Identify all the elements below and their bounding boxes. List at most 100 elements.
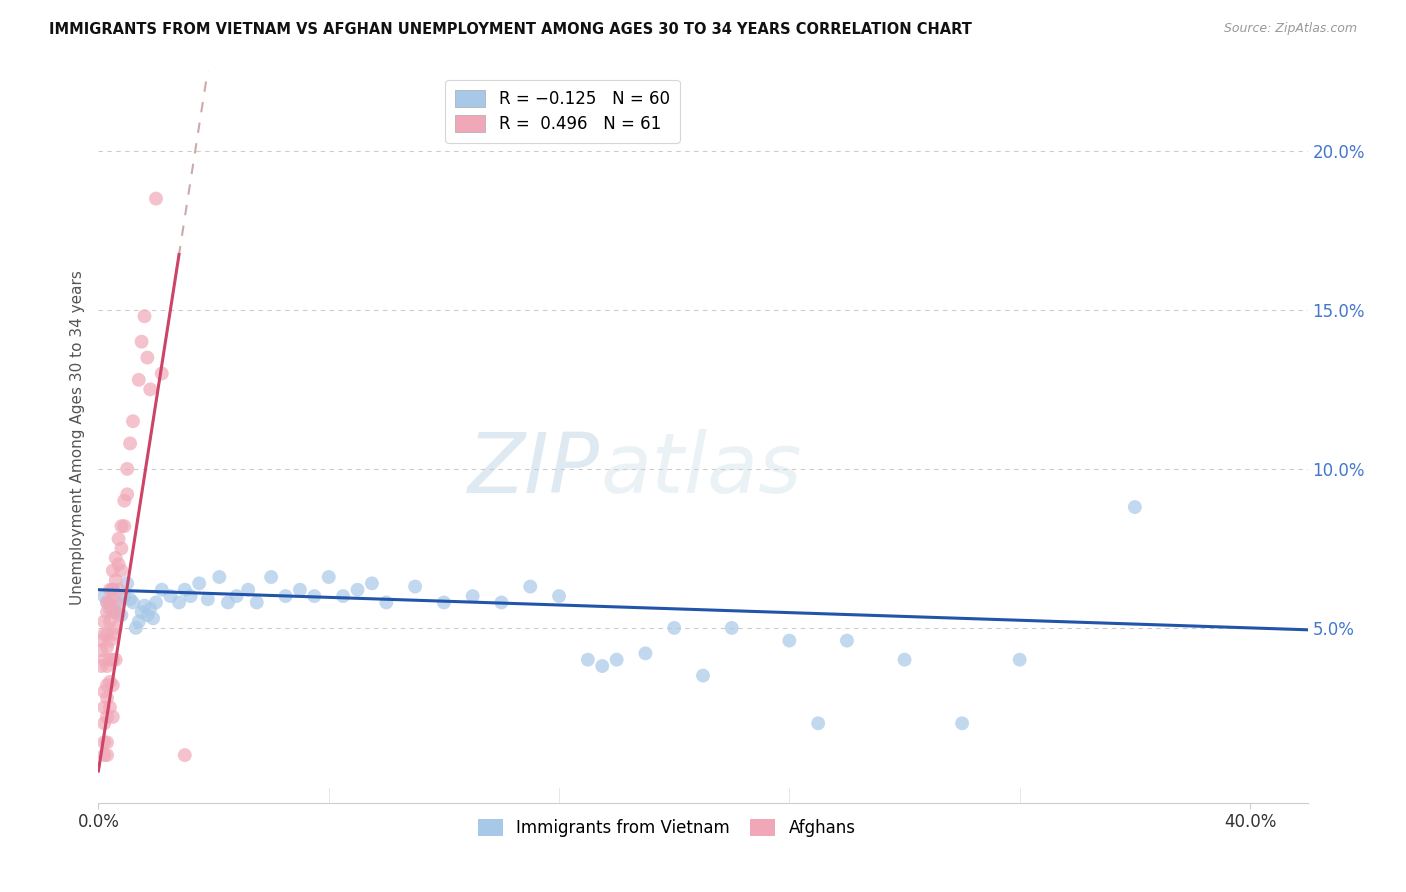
Point bbox=[115, 487, 138, 501]
Point bbox=[139, 602, 162, 616]
Point bbox=[150, 582, 173, 597]
Point bbox=[120, 436, 142, 450]
Point bbox=[288, 582, 311, 597]
Point bbox=[606, 653, 628, 667]
Point bbox=[197, 592, 219, 607]
Point bbox=[107, 608, 129, 623]
Text: Source: ZipAtlas.com: Source: ZipAtlas.com bbox=[1223, 22, 1357, 36]
Point bbox=[304, 589, 326, 603]
Point bbox=[835, 633, 858, 648]
Point bbox=[491, 595, 513, 609]
Point bbox=[375, 595, 398, 609]
Point bbox=[720, 621, 742, 635]
Point bbox=[236, 582, 259, 597]
Point bbox=[576, 653, 599, 667]
Point bbox=[104, 605, 127, 619]
Point bbox=[110, 608, 132, 623]
Point bbox=[96, 710, 118, 724]
Point bbox=[96, 595, 118, 609]
Point bbox=[548, 589, 571, 603]
Point bbox=[134, 599, 156, 613]
Point bbox=[128, 615, 150, 629]
Point bbox=[96, 690, 118, 705]
Point bbox=[93, 735, 115, 749]
Point bbox=[122, 595, 145, 609]
Point bbox=[346, 582, 368, 597]
Point bbox=[98, 633, 121, 648]
Text: IMMIGRANTS FROM VIETNAM VS AFGHAN UNEMPLOYMENT AMONG AGES 30 TO 34 YEARS CORRELA: IMMIGRANTS FROM VIETNAM VS AFGHAN UNEMPL… bbox=[49, 22, 972, 37]
Point bbox=[98, 700, 121, 714]
Point bbox=[104, 550, 127, 565]
Point bbox=[110, 564, 132, 578]
Point bbox=[104, 595, 127, 609]
Point bbox=[98, 602, 121, 616]
Point bbox=[208, 570, 231, 584]
Point bbox=[93, 716, 115, 731]
Point bbox=[159, 589, 181, 603]
Point bbox=[260, 570, 283, 584]
Text: atlas: atlas bbox=[600, 429, 801, 510]
Point bbox=[96, 595, 118, 609]
Point bbox=[112, 519, 135, 533]
Point bbox=[98, 675, 121, 690]
Point bbox=[93, 684, 115, 698]
Point bbox=[134, 310, 156, 324]
Point bbox=[93, 700, 115, 714]
Point bbox=[90, 643, 112, 657]
Point bbox=[188, 576, 211, 591]
Point bbox=[150, 367, 173, 381]
Point bbox=[180, 589, 202, 603]
Point bbox=[173, 748, 195, 763]
Point bbox=[90, 659, 112, 673]
Point bbox=[139, 383, 162, 397]
Point bbox=[107, 532, 129, 546]
Text: ZIP: ZIP bbox=[468, 429, 600, 510]
Point bbox=[93, 627, 115, 641]
Point bbox=[217, 595, 239, 609]
Point bbox=[115, 462, 138, 476]
Point bbox=[519, 580, 541, 594]
Point bbox=[173, 582, 195, 597]
Point bbox=[136, 608, 159, 623]
Point bbox=[110, 541, 132, 556]
Point bbox=[101, 678, 124, 692]
Point bbox=[101, 710, 124, 724]
Point bbox=[404, 580, 426, 594]
Point bbox=[332, 589, 354, 603]
Point bbox=[93, 615, 115, 629]
Point bbox=[96, 605, 118, 619]
Point bbox=[131, 605, 153, 619]
Point bbox=[145, 192, 167, 206]
Point bbox=[591, 659, 613, 673]
Point bbox=[93, 589, 115, 603]
Point bbox=[167, 595, 190, 609]
Point bbox=[274, 589, 297, 603]
Point bbox=[120, 592, 142, 607]
Point bbox=[142, 611, 165, 625]
Point bbox=[98, 653, 121, 667]
Point bbox=[1008, 653, 1031, 667]
Point bbox=[433, 595, 456, 609]
Point bbox=[634, 646, 657, 660]
Point bbox=[950, 716, 973, 731]
Point bbox=[893, 653, 915, 667]
Point bbox=[104, 621, 127, 635]
Point bbox=[101, 564, 124, 578]
Point bbox=[96, 659, 118, 673]
Point bbox=[807, 716, 830, 731]
Point bbox=[96, 678, 118, 692]
Point bbox=[90, 633, 112, 648]
Point bbox=[145, 595, 167, 609]
Point bbox=[664, 621, 686, 635]
Point bbox=[692, 668, 714, 682]
Point bbox=[1123, 500, 1146, 514]
Point bbox=[225, 589, 247, 603]
Point bbox=[128, 373, 150, 387]
Point bbox=[104, 573, 127, 587]
Point bbox=[101, 582, 124, 597]
Legend: Immigrants from Vietnam, Afghans: Immigrants from Vietnam, Afghans bbox=[470, 811, 863, 846]
Point bbox=[96, 640, 118, 654]
Y-axis label: Unemployment Among Ages 30 to 34 years: Unemployment Among Ages 30 to 34 years bbox=[69, 269, 84, 605]
Point bbox=[93, 748, 115, 763]
Point bbox=[110, 519, 132, 533]
